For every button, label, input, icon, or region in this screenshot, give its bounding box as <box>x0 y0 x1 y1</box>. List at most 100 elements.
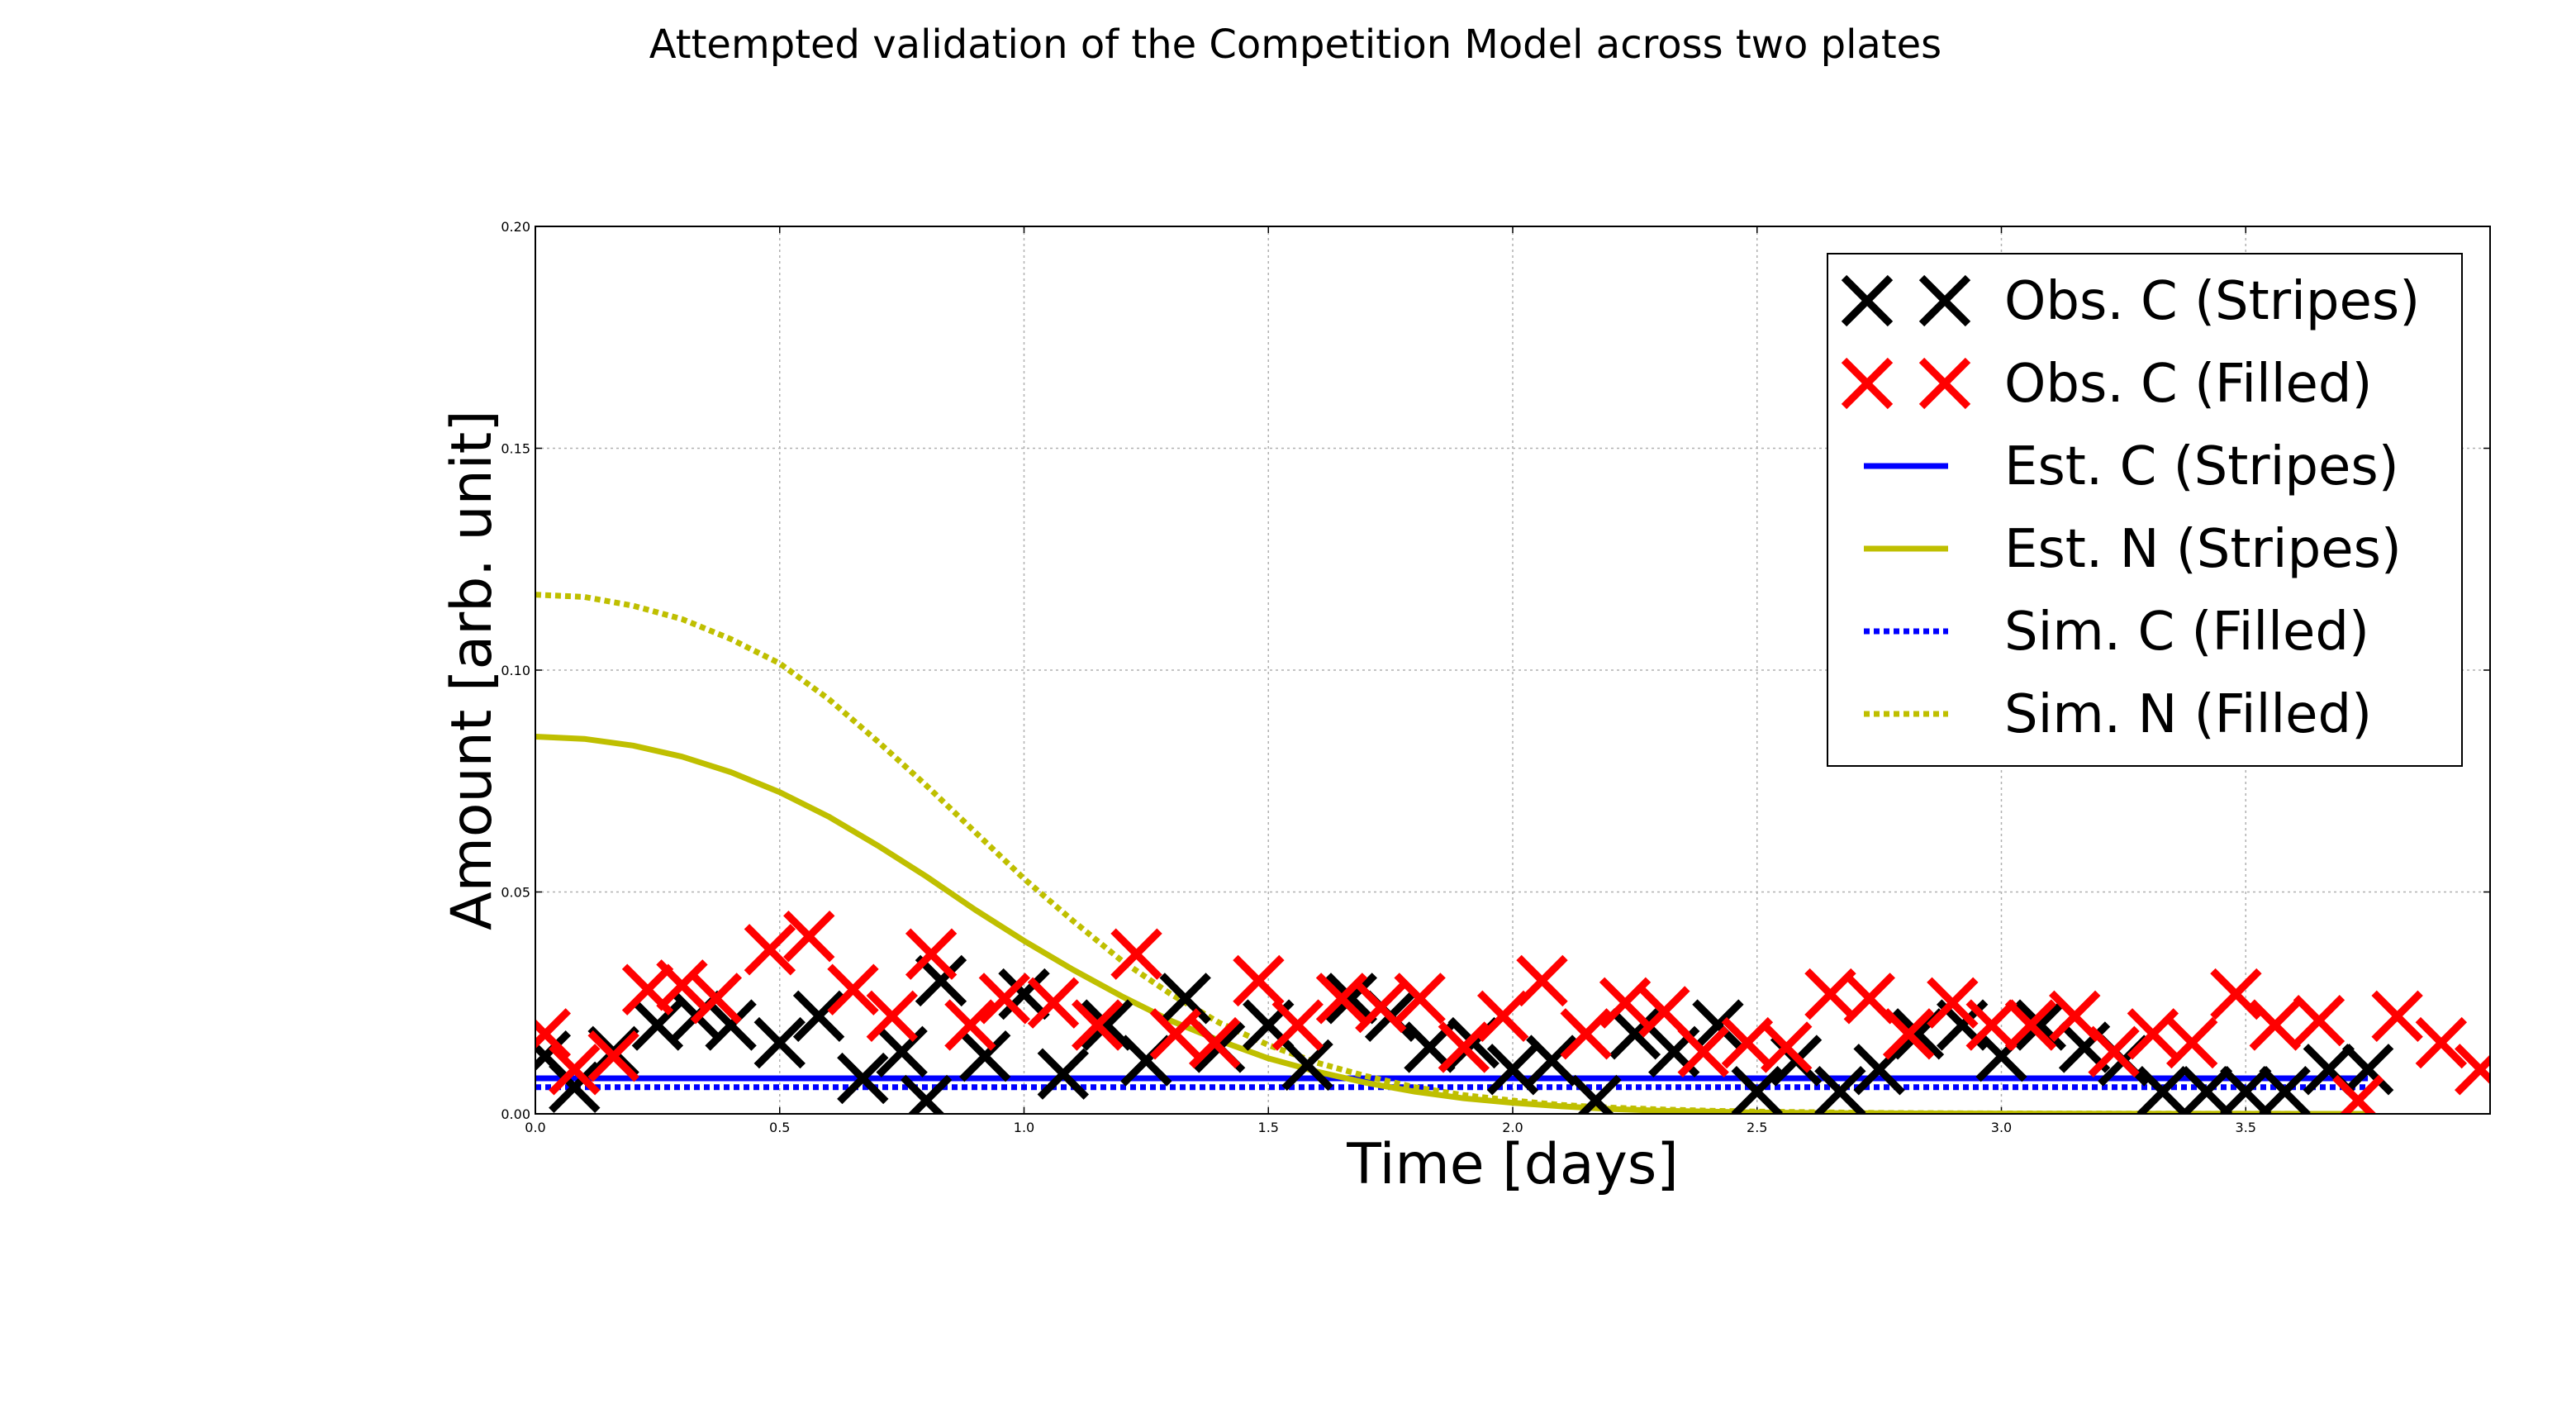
data-point-obs-c-filled <box>1599 977 1652 1029</box>
y-axis-label: Amount [arb. unit] <box>440 410 505 930</box>
data-point-obs-c-filled <box>1110 928 1162 980</box>
data-point-obs-c-filled <box>1761 1021 1813 1073</box>
legend-entry-obs-c-filled: Obs. C (Filled) <box>1841 354 2373 415</box>
data-point-obs-c-stripes-stroke-b <box>1325 973 1377 1025</box>
data-point-obs-c-stripes-stroke-b <box>2136 1065 2189 1114</box>
data-point-obs-c-filled-stroke-b <box>2293 995 2345 1047</box>
data-point-obs-c-stripes <box>1037 1048 1090 1100</box>
data-point-obs-c-filled <box>2127 1008 2179 1060</box>
legend-label-obs-c-filled: Obs. C (Filled) <box>2004 354 2373 415</box>
legend-marker-obs-c-stripes-stroke-b <box>1841 274 1894 327</box>
data-point-obs-c-filled-stroke-b <box>866 990 918 1043</box>
y-tick-label: 0.00 <box>501 1106 530 1122</box>
data-point-obs-c-filled-stroke-b <box>2049 990 2101 1043</box>
data-point-obs-c-stripes-stroke-b <box>2014 999 2067 1051</box>
data-point-obs-c-stripes <box>901 1074 953 1114</box>
data-point-obs-c-filled-stroke-b <box>1027 977 1080 1029</box>
data-point-obs-c-filled <box>587 1030 639 1082</box>
data-point-obs-c-filled-stroke-b <box>978 973 1031 1025</box>
data-point-obs-c-stripes-stroke-b <box>1814 1065 1866 1114</box>
data-point-obs-c-filled-stroke-b <box>2371 990 2423 1043</box>
data-point-obs-c-stripes-stroke-b <box>907 1074 953 1114</box>
data-point-obs-c-filled-stroke-b <box>2249 999 2301 1051</box>
data-point-obs-c-stripes-stroke-b <box>705 999 757 1051</box>
data-point-obs-c-filled <box>656 959 708 1011</box>
data-point-obs-c-stripes-stroke-b <box>1609 1008 1661 1060</box>
data-point-obs-c-stripes-stroke-b <box>915 954 967 1007</box>
data-point-obs-c-filled-stroke-b <box>2004 999 2057 1051</box>
legend-box <box>1827 253 2463 767</box>
data-point-obs-c-filled <box>2371 990 2423 1043</box>
legend-entry-obs-c-stripes: Obs. C (Stripes) <box>1841 271 2420 332</box>
data-point-obs-c-stripes-stroke-b <box>1526 1035 1578 1087</box>
data-point-obs-c-filled <box>2293 995 2345 1047</box>
data-point-obs-c-filled-stroke-b <box>656 959 708 1011</box>
data-point-obs-c-filled <box>2088 1025 2140 1078</box>
data-point-obs-c-filled <box>827 963 879 1016</box>
y-tick-label: 0.10 <box>501 663 530 678</box>
data-point-obs-c-filled-stroke-b <box>2415 1016 2468 1069</box>
data-point-obs-c-filled-stroke-b <box>1271 999 1324 1051</box>
data-point-obs-c-filled <box>535 1008 572 1060</box>
plot-frame <box>535 226 2491 1115</box>
data-point-obs-c-filled <box>1355 981 1407 1034</box>
data-point-obs-c-filled <box>2166 1016 2218 1069</box>
legend-label-sim-n-filled: Sim. N (Filled) <box>2004 684 2372 745</box>
data-point-obs-c-filled <box>1233 954 1285 1007</box>
data-point-obs-c-filled <box>1927 977 1979 1029</box>
data-point-obs-c-stripes <box>705 999 757 1051</box>
data-point-obs-c-filled <box>944 999 996 1051</box>
axis-ticks: 0.0 0.5 1.0 1.5 2.0 2.5 3.0 3.5 0.00 0.05 0.10 0.15… <box>501 219 2490 1135</box>
data-point-obs-c-filled-stroke-b <box>2210 968 2262 1020</box>
data-point-obs-c-filled <box>744 924 796 976</box>
data-point-obs-c-filled-stroke-b <box>1638 986 1690 1038</box>
data-point-obs-c-stripes <box>1486 1044 1539 1096</box>
data-point-obs-c-stripes-stroke-b <box>2180 1065 2233 1114</box>
data-point-obs-c-filled <box>1882 1008 1935 1060</box>
x-tick-label: 1.0 <box>1014 1120 1034 1135</box>
data-point-obs-c-filled-stroke-b <box>944 999 996 1051</box>
data-point-obs-c-stripes-stroke-b <box>1577 1074 1622 1114</box>
data-point-obs-c-filled <box>1394 973 1446 1025</box>
series-layer <box>535 592 2490 1114</box>
data-point-obs-c-filled-stroke-b <box>1355 981 1407 1034</box>
legend-marker-obs-c-stripes <box>1918 274 1971 327</box>
data-point-obs-c-filled-stroke-b <box>2166 1016 2218 1069</box>
data-point-obs-c-filled <box>2454 1044 2490 1096</box>
data-point-obs-c-filled <box>2004 999 2057 1051</box>
legend-marker-obs-c-filled-stroke-b <box>1841 357 1894 410</box>
legend-marker-obs-c-stripes-stroke-b <box>1918 274 1971 327</box>
legend-entry-sim-c-filled: Sim. C (Filled) <box>1864 602 2369 663</box>
data-point-obs-c-filled-stroke-b <box>1072 999 1124 1051</box>
data-point-obs-c-filled-stroke-b <box>1516 954 1568 1007</box>
legend-entries: Obs. C (Stripes) Obs. C (Filled) Est. C (S… <box>1841 271 2420 745</box>
legend-label-est-n-stripes: Est. N (Stripes) <box>2004 519 2402 580</box>
data-point-obs-c-filled <box>1189 1016 1241 1069</box>
data-point-obs-c-filled <box>978 973 1031 1025</box>
plot-data-area <box>535 592 2490 1114</box>
data-point-obs-c-filled <box>1516 954 1568 1007</box>
data-point-obs-c-stripes-stroke-b <box>2259 1065 2311 1114</box>
data-point-obs-c-filled <box>1965 999 2018 1051</box>
data-point-obs-c-stripes <box>2014 999 2067 1051</box>
legend: Obs. C (Stripes) Obs. C (Filled) Est. C (S… <box>1827 253 2463 767</box>
data-point-obs-c-stripes <box>998 968 1050 1020</box>
y-tick-label: 0.05 <box>501 885 530 901</box>
data-point-obs-c-filled <box>2249 999 2301 1051</box>
data-point-obs-c-filled <box>1149 1008 1202 1060</box>
legend-entry-sim-n-filled: Sim. N (Filled) <box>1864 684 2372 745</box>
data-point-obs-c-filled-stroke-b <box>1882 1008 1935 1060</box>
data-point-obs-c-stripes-stroke-b <box>792 990 845 1043</box>
legend-label-est-c-stripes: Est. C (Stripes) <box>2004 436 2399 497</box>
data-point-obs-c-filled-stroke-b <box>549 1044 601 1096</box>
data-point-obs-c-filled <box>866 990 918 1043</box>
legend-marker-obs-c-filled-stroke-b <box>1918 357 1971 410</box>
data-point-obs-c-filled-stroke-b <box>744 924 796 976</box>
data-point-obs-c-stripes <box>1281 1039 1333 1092</box>
data-point-obs-c-stripes <box>1526 1035 1578 1087</box>
data-point-obs-c-filled-stroke-b <box>1394 973 1446 1025</box>
data-point-obs-c-filled-stroke-b <box>587 1030 639 1082</box>
data-point-obs-c-stripes <box>2259 1065 2311 1114</box>
legend-label-sim-c-filled: Sim. C (Filled) <box>2004 602 2369 663</box>
data-point-obs-c-filled <box>2415 1016 2468 1069</box>
